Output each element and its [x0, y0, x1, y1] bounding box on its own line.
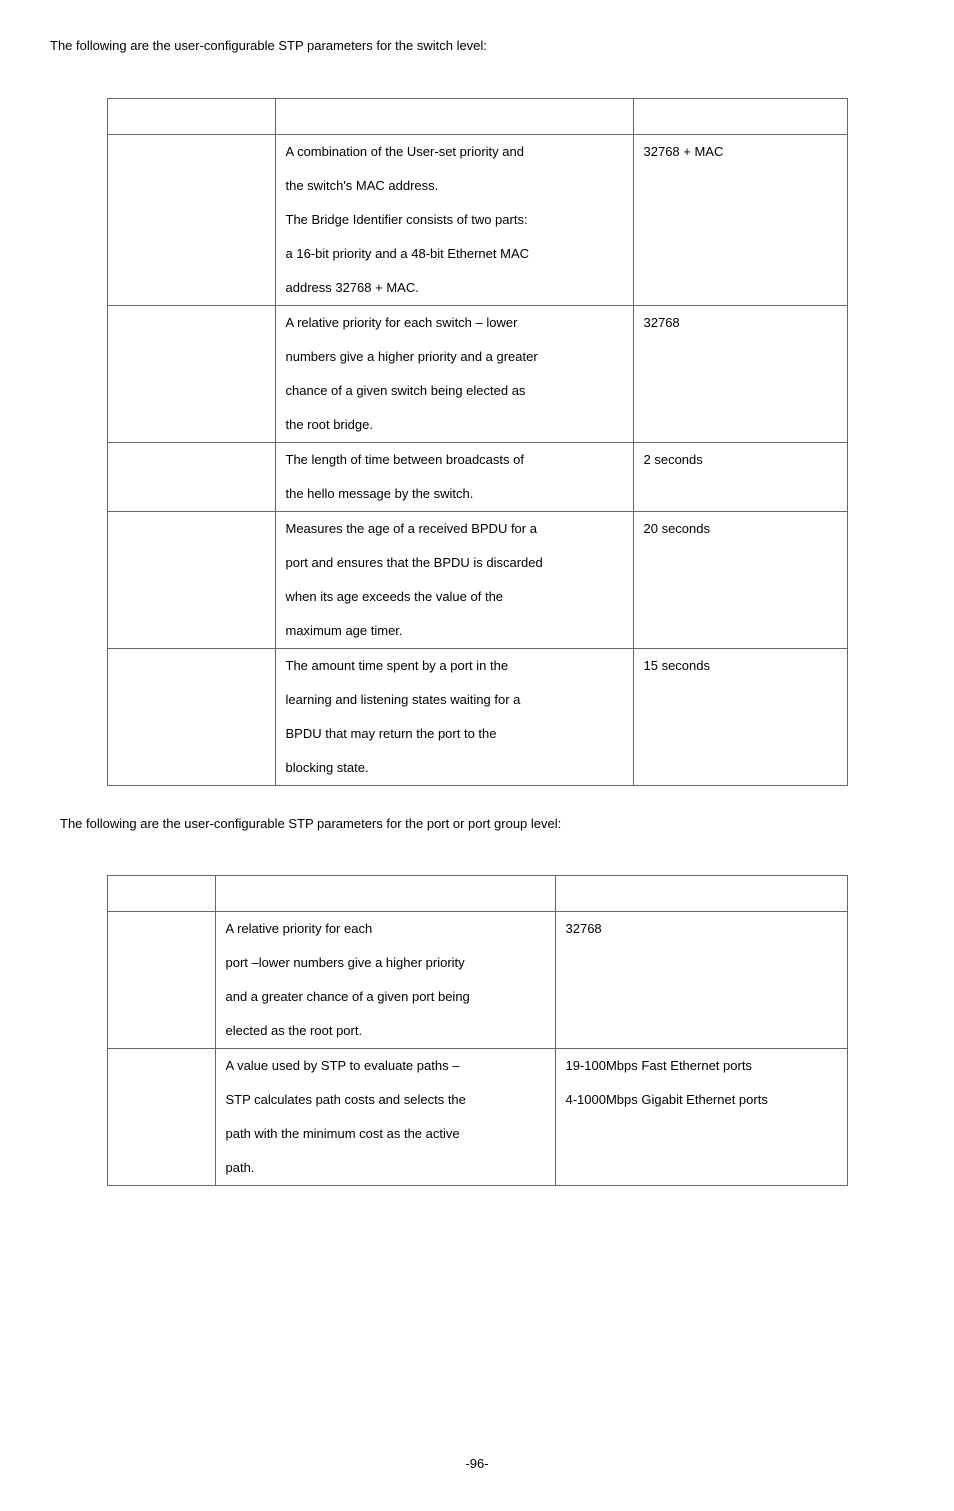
description-line: The Bridge Identifier consists of two pa… [286, 203, 623, 237]
parameter-default-cell: 19-100Mbps Fast Ethernet ports4-1000Mbps… [555, 1049, 847, 1186]
parameter-description-cell: A relative priority for eachport –lower … [215, 912, 555, 1049]
table-row: The amount time spent by a port in thele… [107, 648, 847, 785]
description-line: learning and listening states waiting fo… [286, 683, 623, 717]
description-line: STP calculates path costs and selects th… [226, 1083, 545, 1117]
page-number: -96- [50, 1456, 904, 1471]
default-value: 32768 + MAC [644, 135, 837, 169]
default-value: 4-1000Mbps Gigabit Ethernet ports [566, 1083, 837, 1117]
parameter-description-cell: A relative priority for each switch – lo… [275, 305, 633, 442]
intro-paragraph-1: The following are the user-configurable … [50, 36, 904, 56]
description-line: The amount time spent by a port in the [286, 649, 623, 683]
stp-switch-params-table: A combination of the User-set priority a… [107, 98, 848, 786]
description-line: A relative priority for each switch – lo… [286, 306, 623, 340]
description-line: maximum age timer. [286, 614, 623, 648]
table-header-row [107, 98, 847, 134]
table-header-row [107, 876, 847, 912]
parameter-name-cell [107, 912, 215, 1049]
parameter-description-cell: Measures the age of a received BPDU for … [275, 511, 633, 648]
default-value: 15 seconds [644, 649, 837, 683]
description-line: when its age exceeds the value of the [286, 580, 623, 614]
default-value: 19-100Mbps Fast Ethernet ports [566, 1049, 837, 1083]
default-value: 2 seconds [644, 443, 837, 477]
description-line: blocking state. [286, 751, 623, 785]
description-line: A relative priority for each [226, 912, 545, 946]
table-row: A value used by STP to evaluate paths –S… [107, 1049, 847, 1186]
parameter-description-cell: A value used by STP to evaluate paths –S… [215, 1049, 555, 1186]
table-header-cell [275, 98, 633, 134]
parameter-name-cell [107, 1049, 215, 1186]
description-line: path with the minimum cost as the active [226, 1117, 545, 1151]
parameter-name-cell [107, 648, 275, 785]
description-line: port –lower numbers give a higher priori… [226, 946, 545, 980]
description-line: Measures the age of a received BPDU for … [286, 512, 623, 546]
table-row: A combination of the User-set priority a… [107, 134, 847, 305]
parameter-default-cell: 32768 [555, 912, 847, 1049]
description-line: The length of time between broadcasts of [286, 443, 623, 477]
parameter-description-cell: The amount time spent by a port in thele… [275, 648, 633, 785]
table-header-cell [633, 98, 847, 134]
description-line: BPDU that may return the port to the [286, 717, 623, 751]
document-page: The following are the user-configurable … [0, 0, 954, 1511]
description-line: a 16-bit priority and a 48-bit Ethernet … [286, 237, 623, 271]
parameter-name-cell [107, 305, 275, 442]
table-row: A relative priority for each switch – lo… [107, 305, 847, 442]
parameter-description-cell: A combination of the User-set priority a… [275, 134, 633, 305]
description-line: A value used by STP to evaluate paths – [226, 1049, 545, 1083]
description-line: port and ensures that the BPDU is discar… [286, 546, 623, 580]
intro-paragraph-2: The following are the user-configurable … [60, 814, 904, 834]
table-row: A relative priority for eachport –lower … [107, 912, 847, 1049]
description-line: A combination of the User-set priority a… [286, 135, 623, 169]
description-line: elected as the root port. [226, 1014, 545, 1048]
description-line: the root bridge. [286, 408, 623, 442]
parameter-name-cell [107, 442, 275, 511]
stp-port-params-table: A relative priority for eachport –lower … [107, 875, 848, 1186]
table-header-cell [107, 876, 215, 912]
table-header-cell [555, 876, 847, 912]
description-line: and a greater chance of a given port bei… [226, 980, 545, 1014]
parameter-description-cell: The length of time between broadcasts of… [275, 442, 633, 511]
parameter-default-cell: 20 seconds [633, 511, 847, 648]
description-line: the hello message by the switch. [286, 477, 623, 511]
description-line: the switch's MAC address. [286, 169, 623, 203]
default-value: 32768 [566, 912, 837, 946]
table-header-cell [107, 98, 275, 134]
parameter-name-cell [107, 511, 275, 648]
default-value: 20 seconds [644, 512, 837, 546]
table-row: Measures the age of a received BPDU for … [107, 511, 847, 648]
description-line: path. [226, 1151, 545, 1185]
table1-body: A combination of the User-set priority a… [107, 134, 847, 785]
parameter-default-cell: 2 seconds [633, 442, 847, 511]
table-row: The length of time between broadcasts of… [107, 442, 847, 511]
parameter-name-cell [107, 134, 275, 305]
table-header-cell [215, 876, 555, 912]
description-line: numbers give a higher priority and a gre… [286, 340, 623, 374]
parameter-default-cell: 32768 + MAC [633, 134, 847, 305]
parameter-default-cell: 32768 [633, 305, 847, 442]
default-value: 32768 [644, 306, 837, 340]
parameter-default-cell: 15 seconds [633, 648, 847, 785]
table2-body: A relative priority for eachport –lower … [107, 912, 847, 1186]
description-line: address 32768 + MAC. [286, 271, 623, 305]
description-line: chance of a given switch being elected a… [286, 374, 623, 408]
